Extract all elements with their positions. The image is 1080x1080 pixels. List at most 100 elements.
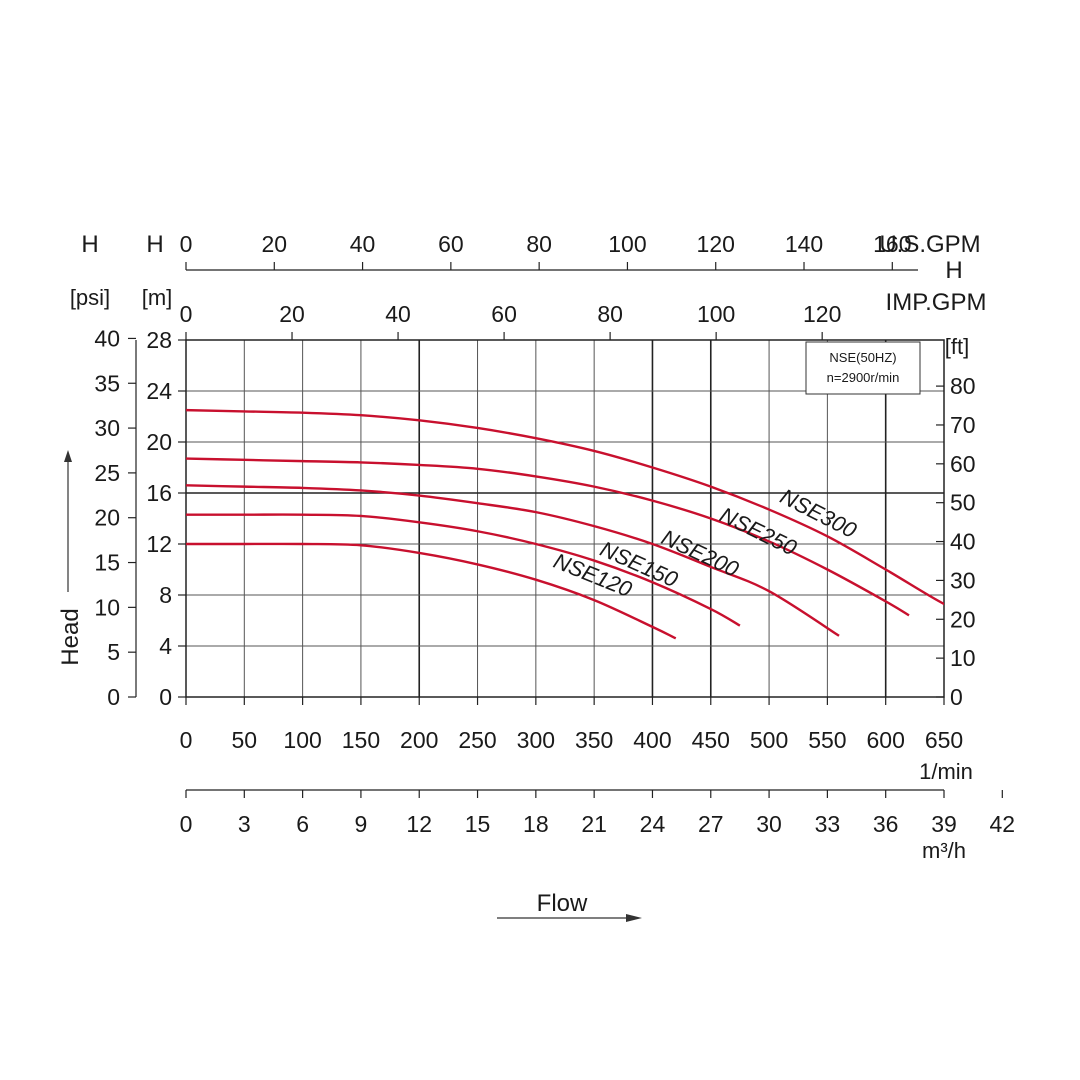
flow-arrow-icon xyxy=(626,914,642,922)
lmin-tick-label: 100 xyxy=(283,727,321,753)
m3h-tick-label: 6 xyxy=(296,811,309,837)
m3h-unit-label: m³/h xyxy=(922,838,966,863)
curve-nse250 xyxy=(186,457,910,617)
impgpm-unit-label: IMP.GPM xyxy=(886,289,987,316)
psi-tick-label: 25 xyxy=(94,460,120,486)
curve-nse300 xyxy=(186,408,944,606)
lmin-tick-label: 250 xyxy=(458,727,496,753)
m-axis-symbol: H xyxy=(146,231,163,258)
lmin-tick-label: 550 xyxy=(808,727,846,753)
lmin-tick-label: 200 xyxy=(400,727,438,753)
m-axis-unit: [m] xyxy=(142,285,173,310)
m3h-tick-label: 9 xyxy=(355,811,368,837)
curve-nse200 xyxy=(186,484,840,637)
performance-curves xyxy=(186,408,944,640)
impgpm-tick-label: 120 xyxy=(803,301,841,327)
psi-tick-label: 10 xyxy=(94,594,120,620)
usgpm-tick-label: 60 xyxy=(438,231,464,257)
flow-label: Flow xyxy=(537,890,588,917)
psi-tick-label: 30 xyxy=(94,415,120,441)
psi-tick-label: 20 xyxy=(94,505,120,531)
m3h-tick-label: 12 xyxy=(406,811,432,837)
ft-tick-label: 40 xyxy=(950,529,976,555)
psi-tick-label: 35 xyxy=(94,370,120,396)
lmin-tick-label: 600 xyxy=(867,727,905,753)
psi-tick-label: 40 xyxy=(94,325,120,351)
impgpm-tick-label: 20 xyxy=(279,301,305,327)
ft-tick-label: 50 xyxy=(950,490,976,516)
lmin-tick-label: 150 xyxy=(342,727,380,753)
usgpm-tick-label: 20 xyxy=(261,231,287,257)
psi-tick-label: 0 xyxy=(107,684,120,710)
ft-tick-label: 60 xyxy=(950,451,976,477)
usgpm-tick-label: 40 xyxy=(350,231,376,257)
m3h-tick-label: 42 xyxy=(990,811,1016,837)
m3h-tick-label: 27 xyxy=(698,811,724,837)
lmin-tick-label: 350 xyxy=(575,727,613,753)
ft-tick-label: 80 xyxy=(950,373,976,399)
lmin-tick-label: 450 xyxy=(692,727,730,753)
psi-axis-unit: [psi] xyxy=(70,285,110,310)
ft-tick-label: 0 xyxy=(950,684,963,710)
usgpm-tick-label: 100 xyxy=(608,231,646,257)
usgpm-tick-label: 80 xyxy=(526,231,552,257)
psi-axis-symbol: H xyxy=(81,231,98,258)
impgpm-tick-label: 100 xyxy=(697,301,735,327)
m3h-tick-label: 15 xyxy=(465,811,491,837)
usgpm-tick-label: 140 xyxy=(785,231,823,257)
m3h-tick-label: 39 xyxy=(931,811,957,837)
m-tick-label: 4 xyxy=(159,633,172,659)
m-tick-label: 0 xyxy=(159,684,172,710)
note-box xyxy=(805,341,921,395)
lmin-tick-label: 500 xyxy=(750,727,788,753)
chart-background xyxy=(0,213,1080,928)
plot-frame xyxy=(185,339,945,698)
m3h-tick-label: 33 xyxy=(815,811,841,837)
curve-nse150 xyxy=(186,513,741,627)
m3h-tick-label: 3 xyxy=(238,811,251,837)
m-tick-label: 28 xyxy=(146,327,172,353)
m3h-tick-label: 24 xyxy=(640,811,666,837)
psi-tick-label: 15 xyxy=(94,550,120,576)
impgpm-tick-label: 40 xyxy=(385,301,411,327)
axis-labels: 0481216202428051015202530354001020304050… xyxy=(94,231,1015,837)
m-tick-label: 20 xyxy=(146,429,172,455)
m3h-tick-label: 21 xyxy=(581,811,607,837)
note-line-2: n=2900r/min xyxy=(827,370,900,385)
ft-tick-label: 10 xyxy=(950,645,976,671)
lmin-tick-label: 300 xyxy=(517,727,555,753)
plot-border xyxy=(185,339,945,698)
impgpm-tick-label: 0 xyxy=(180,301,193,327)
head-arrow-icon xyxy=(64,450,72,462)
m-tick-label: 8 xyxy=(159,582,172,608)
impgpm-tick-label: 60 xyxy=(491,301,517,327)
m-tick-label: 24 xyxy=(146,378,172,404)
lmin-tick-label: 650 xyxy=(925,727,963,753)
m3h-tick-label: 0 xyxy=(180,811,193,837)
ft-tick-label: 20 xyxy=(950,606,976,632)
m3h-tick-label: 30 xyxy=(756,811,782,837)
lmin-tick-label: 0 xyxy=(180,727,193,753)
usgpm-unit-label: U.S.GPM xyxy=(879,231,980,258)
lmin-tick-label: 400 xyxy=(633,727,671,753)
top-h-symbol: H xyxy=(945,257,962,284)
note-line-1: NSE(50HZ) xyxy=(829,350,896,365)
m-tick-label: 12 xyxy=(146,531,172,557)
impgpm-tick-label: 80 xyxy=(597,301,623,327)
ft-tick-label: 70 xyxy=(950,412,976,438)
usgpm-tick-label: 0 xyxy=(180,231,193,257)
lmin-tick-label: 50 xyxy=(232,727,258,753)
usgpm-tick-label: 120 xyxy=(697,231,735,257)
curve-nse120 xyxy=(186,542,677,640)
m3h-tick-label: 18 xyxy=(523,811,549,837)
axis-ticks xyxy=(128,262,1003,798)
psi-tick-label: 5 xyxy=(107,639,120,665)
usgpm-tick-label: 160 xyxy=(873,231,911,257)
ft-axis-unit: [ft] xyxy=(945,334,969,359)
ft-tick-label: 30 xyxy=(950,567,976,593)
m3h-tick-label: 36 xyxy=(873,811,899,837)
rpm-flow-unit-label: 1/min xyxy=(919,759,973,784)
